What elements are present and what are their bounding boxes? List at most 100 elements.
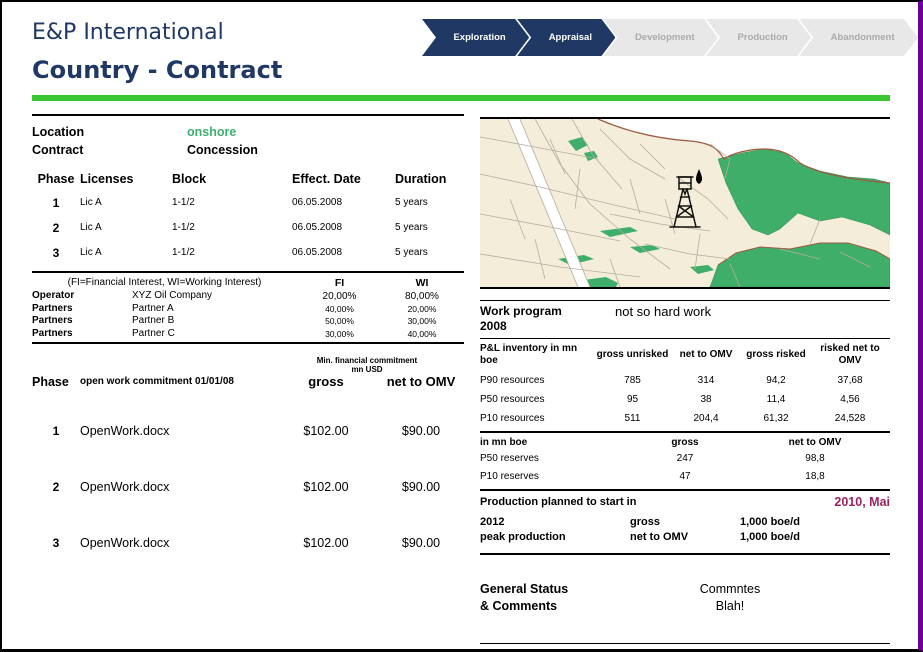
license-name: Lic A <box>80 197 102 208</box>
lifecycle-stage-bar: Exploration Appraisal Development Produc… <box>422 19 918 56</box>
commitment-net: $90.00 <box>401 536 441 550</box>
stage-label: Production <box>737 32 788 43</box>
licenses-table: Phase Licenses Block Effect. Date Durati… <box>32 159 464 265</box>
status-comment: Commntes <box>699 582 761 596</box>
interest-role: Partners <box>32 302 73 314</box>
stage-exploration[interactable]: Exploration <box>422 19 529 56</box>
green-divider <box>32 95 890 101</box>
pnl-value: 785 <box>624 375 641 386</box>
location-value: onshore <box>187 125 237 139</box>
reserves-row-label: P10 reserves <box>480 471 539 482</box>
oil-drop-icon <box>695 169 703 184</box>
pnl-row-label: P90 resources <box>480 375 545 386</box>
reserves-row-label: P50 reserves <box>480 453 539 464</box>
license-phase: 1 <box>52 195 60 210</box>
col-header-commitment: open work commitment 01/01/08 <box>80 376 234 387</box>
work-program-year: 2008 <box>480 319 507 333</box>
col-header-gross-risked: gross risked <box>746 349 806 360</box>
commitment-net: $90.00 <box>401 424 441 438</box>
pnl-value: 11,4 <box>766 394 786 405</box>
commitments-table: Phase open work commitment 01/01/08 Min.… <box>32 342 464 571</box>
pnl-value: 511 <box>624 413 641 424</box>
interest-role: Partners <box>32 315 73 326</box>
reserves-net: 98,8 <box>805 453 825 464</box>
reserves-gross: 247 <box>676 453 694 464</box>
commitment-group-header: Min. financial commitment mn USD gross n… <box>272 356 462 389</box>
commitment-phase: 3 <box>52 536 60 550</box>
pnl-value: 38 <box>700 394 712 405</box>
reserves-row-header: in mn boe <box>480 437 528 448</box>
commitment-row: 1 OpenWork.docx $102.00 $90.00 <box>32 403 464 459</box>
stage-label: Exploration <box>453 32 506 43</box>
bottom-rule <box>480 643 890 644</box>
contract-value: Concession <box>187 143 258 157</box>
pnl-value: 94,2 <box>766 375 786 386</box>
pnl-inventory-table: P&L inventory in mn boe gross unrisked n… <box>480 338 890 428</box>
stage-development[interactable]: Development <box>603 19 718 56</box>
license-duration: 5 years <box>395 222 428 233</box>
col-header-net: net to OMV <box>788 437 842 448</box>
production-gross-value: 1,000 boe/d <box>740 516 800 528</box>
col-header-risked-net: risked net to OMV <box>820 343 880 366</box>
interest-fi: 50,00% <box>325 316 354 327</box>
license-block: 1-1/2 <box>172 197 195 208</box>
pnl-value: 24,528 <box>834 413 866 424</box>
col-header-gross-unrisked: gross unrisked <box>596 349 669 360</box>
stage-abandonment[interactable]: Abandonment <box>799 19 918 56</box>
contract-row: Contract Concession <box>32 141 464 159</box>
commitment-row: 2 OpenWork.docx $102.00 $90.00 <box>32 459 464 515</box>
commitment-gross: $102.00 <box>303 424 349 438</box>
stage-label: Development <box>634 32 695 43</box>
commitment-gross: $102.00 <box>303 480 349 494</box>
map-graphic <box>480 119 890 287</box>
col-header-date: Effect. Date <box>292 172 361 186</box>
license-phase: 2 <box>52 220 60 235</box>
commitment-file-link[interactable]: OpenWork.docx <box>80 536 170 550</box>
peak-production-label: peak production <box>480 531 566 543</box>
interests-table: (FI=Financial Interest, WI=Working Inter… <box>32 271 464 340</box>
street-network <box>480 119 871 287</box>
reserves-gross: 47 <box>679 471 691 482</box>
oil-derrick-icon <box>669 176 701 228</box>
pnl-row-header: P&L inventory in mn boe <box>480 343 578 366</box>
production-gross-label: gross <box>630 516 660 528</box>
license-date: 06.05.2008 <box>292 197 343 208</box>
company-title: E&P International <box>32 20 224 45</box>
page-title: Country - Contract <box>32 56 283 84</box>
col-header-duration: Duration <box>395 172 447 186</box>
status-label: General Status <box>480 582 569 596</box>
pnl-row-label: P50 resources <box>480 394 545 405</box>
commitment-row: 3 OpenWork.docx $102.00 $90.00 <box>32 515 464 571</box>
col-header-block: Block <box>172 172 207 186</box>
location-row: Location onshore <box>32 123 464 141</box>
commitment-phase: 2 <box>52 480 60 494</box>
production-start-value: 2010, Mai <box>834 495 890 509</box>
interest-role: Partners <box>32 327 73 339</box>
contract-label: Contract <box>32 143 84 157</box>
commitment-file-link[interactable]: OpenWork.docx <box>80 480 170 494</box>
pnl-value: 204,4 <box>693 413 719 424</box>
pnl-value: 37,68 <box>837 375 863 386</box>
pnl-value: 4,56 <box>840 394 860 405</box>
production-start-label: Production planned to start in <box>480 496 637 508</box>
col-header-phase: Phase <box>32 375 69 389</box>
stage-production[interactable]: Production <box>706 19 811 56</box>
license-block: 1-1/2 <box>172 247 195 258</box>
interest-fi: 40,00% <box>325 303 354 314</box>
commitment-file-link[interactable]: OpenWork.docx <box>80 424 170 438</box>
summary-panel: Work program 2008 not so hard work P&L i… <box>480 117 890 644</box>
work-program-title: Work program <box>480 304 562 318</box>
production-year: 2012 <box>480 516 505 528</box>
location-map <box>480 117 890 289</box>
group-unit: mn USD <box>351 365 383 374</box>
license-duration: 5 years <box>395 197 428 208</box>
pnl-value: 95 <box>626 394 639 405</box>
col-header-phase: Phase <box>37 172 75 186</box>
commitment-phase: 1 <box>52 424 60 438</box>
stage-appraisal[interactable]: Appraisal <box>517 19 615 56</box>
stage-label: Abandonment <box>830 32 895 43</box>
col-header-fi: FI <box>334 276 345 289</box>
status-comment: Blah! <box>715 599 745 613</box>
license-duration: 5 years <box>395 247 428 258</box>
